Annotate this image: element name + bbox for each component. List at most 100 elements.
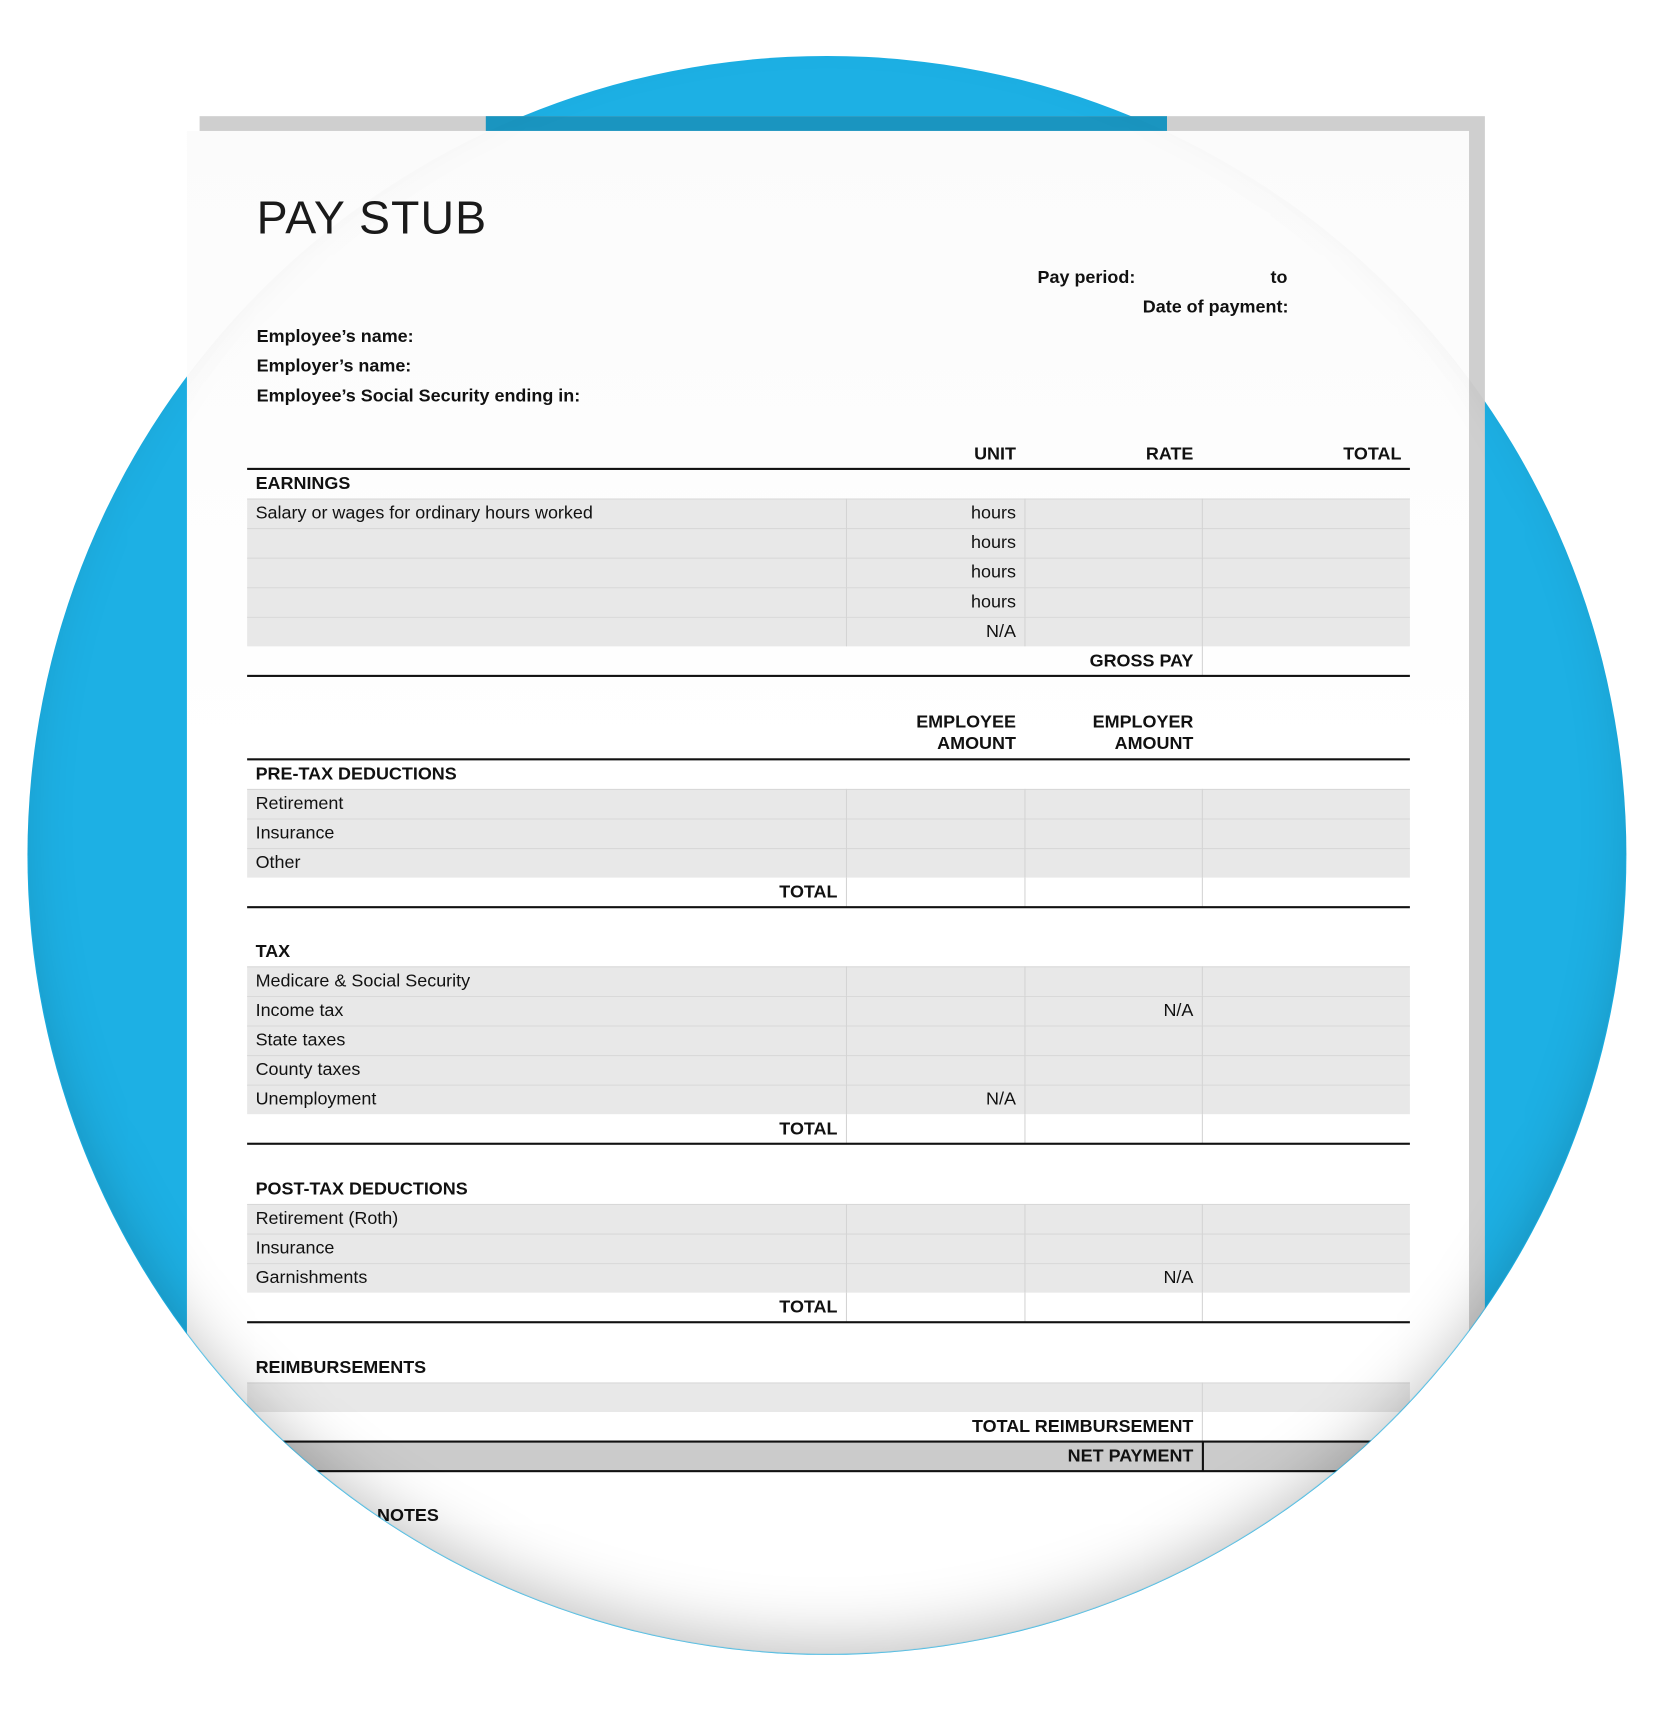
total-reimbursement-label: TOTAL REIMBURSEMENT (971, 1416, 1194, 1437)
employer-name-label: Employer’s name: (256, 355, 412, 376)
column-divider (845, 1025, 847, 1056)
tax-row-label: Medicare & Social Security (255, 970, 471, 991)
earnings-row (247, 616, 1410, 647)
column-divider (1201, 966, 1203, 996)
column-divider (1201, 848, 1203, 878)
earnings-row (247, 528, 1410, 558)
tax-row-label: Unemployment (255, 1088, 377, 1109)
tax-row-label: Income tax (255, 1000, 344, 1021)
section-rule (247, 674, 1410, 677)
section-earnings: EARNINGS (255, 473, 351, 494)
posttax-total-label: TOTAL (779, 1296, 838, 1317)
earnings-row-unit: hours (971, 532, 1016, 553)
pretax-total-label: TOTAL (779, 881, 838, 902)
column-divider (1024, 1292, 1026, 1323)
section-rule (247, 1470, 1410, 1473)
pretax-row (247, 848, 1410, 878)
column-divider (1201, 1114, 1203, 1144)
posttax-row (247, 1233, 1410, 1264)
earnings-row (247, 557, 1410, 588)
column-divider (1024, 1263, 1026, 1293)
column-divider (1201, 1412, 1203, 1442)
pretax-row (247, 818, 1410, 849)
posttax-row-label: Insurance (255, 1237, 335, 1258)
column-divider (1201, 1233, 1203, 1264)
column-divider (845, 848, 847, 878)
column-divider (1024, 788, 1026, 819)
column-divider (845, 1263, 847, 1293)
column-divider (845, 498, 847, 529)
section-rule (247, 467, 1410, 470)
posttax-row (247, 1203, 1410, 1234)
section-reimbursements: REIMBURSEMENTS (255, 1357, 427, 1378)
column-divider (1024, 1203, 1026, 1234)
column-divider (845, 877, 847, 908)
column-divider (845, 1233, 847, 1264)
ssn-label: Employee’s Social Security ending in: (256, 385, 581, 406)
tax-row (247, 995, 1410, 1026)
section-rule (247, 1440, 1410, 1443)
column-divider (845, 587, 847, 617)
pretax-row (247, 788, 1410, 819)
notes-label: NOTES (377, 1504, 439, 1526)
column-divider (1024, 616, 1026, 647)
posttax-row-employer: N/A (1163, 1267, 1194, 1288)
earnings-row (247, 498, 1410, 529)
column-divider (845, 788, 847, 819)
col-header-employee: EMPLOYEE (916, 711, 1016, 732)
column-divider (1024, 1233, 1026, 1264)
column-divider (845, 818, 847, 849)
column-divider (1201, 877, 1203, 908)
earnings-row-unit: hours (971, 561, 1016, 582)
column-divider (1201, 1025, 1203, 1056)
column-divider (1024, 1055, 1026, 1085)
col-header-total: TOTAL (1343, 443, 1402, 464)
earnings-row (247, 587, 1410, 617)
net-payment-label: NET PAYMENT (1067, 1445, 1194, 1466)
stage: PAY STUB Pay period: to Date of payment:… (27, 55, 1627, 1715)
column-divider (1201, 1292, 1203, 1323)
column-divider (1024, 498, 1026, 529)
column-divider (845, 616, 847, 647)
date-of-payment-label: Date of payment: (1142, 296, 1289, 317)
tax-row (247, 1055, 1410, 1085)
reimbursement-row (247, 1382, 1410, 1413)
gross-pay-label: GROSS PAY (1089, 650, 1194, 671)
column-divider (845, 995, 847, 1026)
column-divider (1201, 557, 1203, 588)
pretax-row-label: Insurance (255, 822, 335, 843)
section-rule (247, 1321, 1410, 1324)
section-posttax: POST-TAX DEDUCTIONS (255, 1178, 468, 1199)
column-divider (845, 1292, 847, 1323)
posttax-row-label: Garnishments (255, 1267, 368, 1288)
document-layer: PAY STUB Pay period: to Date of payment:… (186, 116, 1485, 1715)
column-divider (845, 966, 847, 996)
col-header-employer: EMPLOYER (1092, 711, 1194, 732)
column-divider (845, 1203, 847, 1234)
column-divider (845, 1055, 847, 1085)
pay-period-to: to (1270, 267, 1288, 288)
earnings-row-unit: hours (971, 502, 1016, 523)
page-title: PAY STUB (256, 192, 488, 244)
tax-row (247, 1084, 1410, 1115)
tax-row-label: State taxes (255, 1029, 346, 1050)
column-divider (1024, 1114, 1026, 1144)
column-divider (1201, 587, 1203, 617)
column-divider (1201, 1084, 1203, 1115)
posttax-row-label: Retirement (Roth) (255, 1208, 399, 1229)
column-divider (1024, 1025, 1026, 1056)
column-divider (1024, 877, 1026, 908)
column-divider (1024, 1084, 1026, 1115)
section-tax: TAX (255, 940, 291, 962)
earnings-row-label: Salary or wages for ordinary hours worke… (255, 502, 593, 523)
section-pretax: PRE-TAX DEDUCTIONS (255, 763, 457, 784)
back-sheet-shadow (485, 116, 1167, 131)
column-divider (1024, 818, 1026, 849)
section-rule (247, 906, 1410, 909)
pay-period-label: Pay period: (1037, 267, 1136, 288)
section-rule (247, 758, 1410, 761)
earnings-row-unit: N/A (986, 620, 1016, 642)
column-divider (1024, 557, 1026, 588)
column-divider (1201, 1382, 1203, 1413)
column-divider (1024, 848, 1026, 878)
